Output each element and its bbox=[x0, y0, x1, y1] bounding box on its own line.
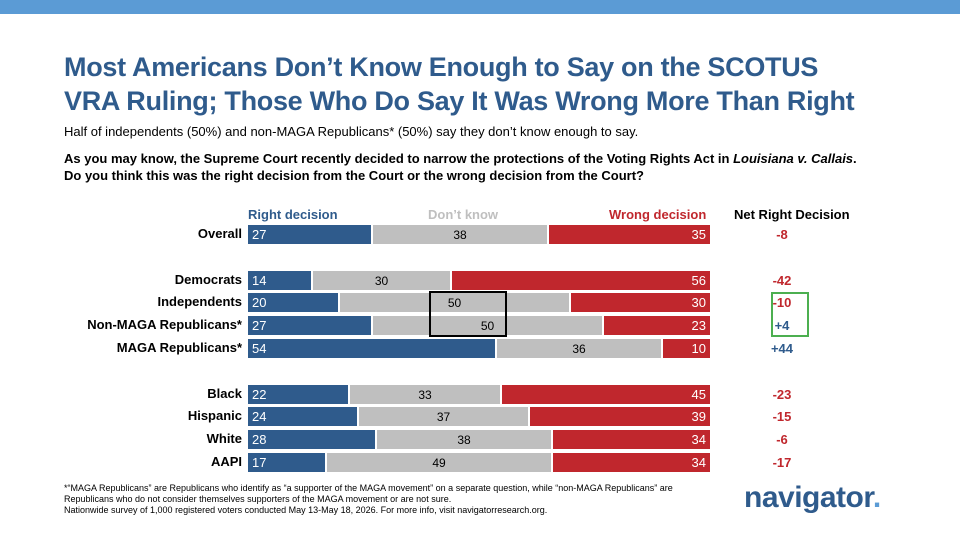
footnote-line-1: *“MAGA Republicans” are Republicans who … bbox=[64, 483, 673, 493]
bar-wrong-decision: 30 bbox=[571, 293, 710, 312]
row-label: Independents bbox=[157, 294, 242, 309]
bar-right-decision: 27 bbox=[248, 316, 371, 335]
dont-know-highlight-box bbox=[429, 291, 507, 337]
net-highlight-box bbox=[771, 292, 809, 337]
bar-wrong-decision: 45 bbox=[502, 385, 710, 404]
footnote-line-2: Republicans who do not consider themselv… bbox=[64, 494, 452, 504]
bar-wrong-decision: 39 bbox=[530, 407, 710, 426]
bar-right-decision: 20 bbox=[248, 293, 338, 312]
bar-dont-know: 38 bbox=[373, 225, 547, 244]
bar-right-decision: 24 bbox=[248, 407, 357, 426]
question-line-1: As you may know, the Supreme Court recen… bbox=[64, 150, 944, 167]
net-column-header: Net Right Decision bbox=[734, 207, 850, 222]
row-label: Black bbox=[207, 386, 242, 401]
bar-wrong-decision: 23 bbox=[604, 316, 710, 335]
net-value: -8 bbox=[776, 227, 788, 242]
net-value: -6 bbox=[776, 432, 788, 447]
logo-dot: . bbox=[872, 481, 881, 514]
question-period: . bbox=[853, 151, 857, 166]
bar-wrong-decision: 10 bbox=[663, 339, 710, 358]
bar-dont-know: 50 bbox=[340, 293, 569, 312]
row-label: MAGA Republicans* bbox=[116, 340, 242, 355]
bar-dont-know: 33 bbox=[350, 385, 500, 404]
bar-dont-know: 30 bbox=[313, 271, 450, 290]
net-value: +4 bbox=[774, 318, 790, 333]
row-label: AAPI bbox=[210, 454, 242, 469]
bar-right-decision: 22 bbox=[248, 385, 348, 404]
navigator-logo: navigator. bbox=[744, 481, 881, 515]
case-name: Louisiana v. Callais bbox=[733, 151, 854, 166]
row-label: Hispanic bbox=[187, 408, 242, 423]
row-label: Non-MAGA Republicans* bbox=[87, 317, 242, 332]
bar-right-decision: 17 bbox=[248, 453, 325, 472]
bar-right-decision: 27 bbox=[248, 225, 371, 244]
question-text: As you may know, the Supreme Court recen… bbox=[64, 151, 734, 166]
net-value: -23 bbox=[772, 387, 792, 402]
top-accent-bar bbox=[0, 0, 960, 14]
bar-wrong-decision: 34 bbox=[553, 453, 710, 472]
bar-dont-know: 49 bbox=[327, 453, 551, 472]
legend-dont-know: Don’t know bbox=[428, 207, 499, 222]
bar-dont-know: 36 bbox=[497, 339, 661, 358]
bar-wrong-decision: 35 bbox=[549, 225, 710, 244]
logo-text: navigator bbox=[744, 481, 873, 514]
subtitle: Half of independents (50%) and non-MAGA … bbox=[64, 124, 639, 139]
survey-question: As you may know, the Supreme Court recen… bbox=[64, 150, 944, 184]
net-value: -17 bbox=[772, 455, 792, 470]
net-value: -15 bbox=[772, 409, 792, 424]
net-value: -42 bbox=[772, 273, 792, 288]
title-line-2: VRA Ruling; Those Who Do Say It Was Wron… bbox=[64, 86, 855, 116]
bar-wrong-decision: 56 bbox=[452, 271, 710, 290]
net-value: +44 bbox=[770, 341, 794, 356]
bar-dont-know: 37 bbox=[359, 407, 528, 426]
title-line-1: Most Americans Don’t Know Enough to Say … bbox=[64, 52, 819, 82]
legend-right-decision: Right decision bbox=[248, 207, 338, 222]
row-label: White bbox=[206, 431, 242, 446]
net-value: -10 bbox=[772, 295, 792, 310]
bar-right-decision: 14 bbox=[248, 271, 311, 290]
footnote-line-3: Nationwide survey of 1,000 registered vo… bbox=[64, 505, 548, 515]
row-label: Democrats bbox=[174, 272, 242, 287]
bar-dont-know: 38 bbox=[377, 430, 551, 449]
legend-wrong-decision: Wrong decision bbox=[609, 207, 707, 222]
question-line-2: Do you think this was the right decision… bbox=[64, 168, 644, 183]
bar-wrong-decision: 34 bbox=[553, 430, 710, 449]
bar-right-decision: 28 bbox=[248, 430, 375, 449]
bar-right-decision: 54 bbox=[248, 339, 495, 358]
row-label: Overall bbox=[197, 226, 242, 241]
page-title: Most Americans Don’t Know Enough to Say … bbox=[64, 50, 944, 118]
footnote: *“MAGA Republicans” are Republicans who … bbox=[64, 483, 704, 516]
